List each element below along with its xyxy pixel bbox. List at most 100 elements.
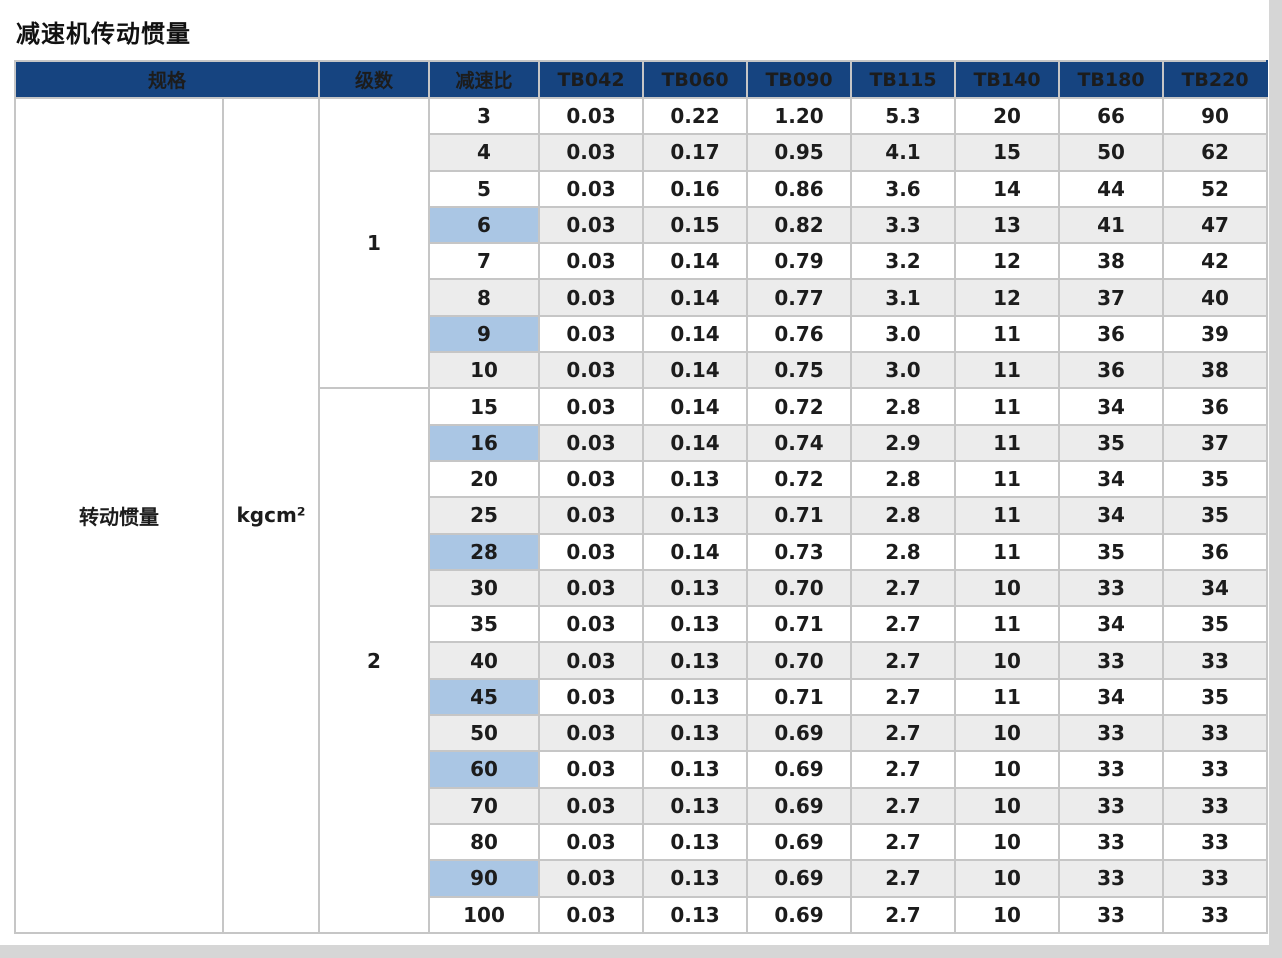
ratio-cell: 90 [428,859,541,898]
value-cell: 0.03 [538,205,645,245]
value-cell: 34 [1058,387,1165,426]
ratio-cell: 30 [428,568,541,608]
value-cell: 0.03 [538,859,645,898]
value-cell: 40 [1162,278,1269,317]
value-cell: 36 [1162,387,1269,426]
value-cell: 33 [1058,750,1165,789]
table-row: 20 0.03 0.13 0.72 2.8 11 34 35 [15,459,1269,499]
value-cell: 0.77 [746,278,853,317]
value-cell: 0.03 [538,169,645,208]
value-cell: 0.74 [746,423,853,462]
value-cell: 4.1 [850,133,957,172]
value-cell: 2.7 [850,641,957,680]
value-cell: 35 [1058,532,1165,571]
table-row: 转动惯量 kgcm² 1 3 0.03 0.22 1.20 5.3 20 66 90 [14,96,1269,934]
value-cell: 0.13 [642,750,749,789]
value-cell: 0.71 [746,605,853,644]
table-row: 7 0.03 0.14 0.79 3.2 12 38 42 [15,242,1269,281]
value-cell: 0.03 [538,605,645,644]
value-cell: 2.8 [850,496,957,535]
value-cell: 0.16 [642,169,749,208]
ratio-cell: 40 [428,641,541,680]
value-cell: 41 [1058,205,1165,245]
value-cell: 0.03 [538,786,645,825]
value-cell: 20 [954,96,1061,136]
value-cell: 33 [1058,786,1165,825]
value-cell: 0.14 [642,242,749,281]
value-cell: 0.13 [642,605,749,644]
value-cell: 66 [1058,96,1165,136]
header-cell-model: TB140 [954,60,1061,99]
value-cell: 10 [954,750,1061,789]
header-cell-ratio: 减速比 [428,60,541,99]
value-cell: 3.6 [850,169,957,208]
value-cell: 34 [1058,496,1165,535]
value-cell: 0.03 [538,242,645,281]
table-row: 2 15 0.03 0.14 0.72 2.8 11 34 36 [15,387,1269,934]
header-cell-stages: 级数 [318,60,431,99]
value-cell: 0.03 [538,133,645,172]
table-row: 50 0.03 0.13 0.69 2.7 10 33 33 [15,714,1269,753]
value-cell: 0.03 [538,423,645,462]
value-cell: 39 [1162,314,1269,354]
value-cell: 0.03 [538,568,645,608]
value-cell: 0.69 [746,786,853,825]
value-cell: 10 [954,786,1061,825]
value-cell: 2.7 [850,714,957,753]
value-cell: 2.7 [850,750,957,789]
table-row: 4 0.03 0.17 0.95 4.1 15 50 62 [15,133,1269,172]
value-cell: 0.13 [642,496,749,535]
value-cell: 12 [954,242,1061,281]
header-cell-model: TB042 [538,60,645,99]
value-cell: 35 [1162,459,1269,499]
value-cell: 0.22 [642,96,749,136]
value-cell: 37 [1162,423,1269,462]
inertia-table: 规格 级数 减速比 TB042 TB060 TB090 TB115 TB140 … [13,60,1269,934]
value-cell: 10 [954,895,1061,934]
value-cell: 0.03 [538,459,645,499]
value-cell: 0.69 [746,750,853,789]
value-cell: 38 [1162,351,1269,390]
unit-cell: kgcm² [221,97,321,934]
header-row: 规格 级数 减速比 TB042 TB060 TB090 TB115 TB140 … [13,60,1269,99]
value-cell: 34 [1162,568,1269,608]
value-cell: 50 [1058,133,1165,172]
value-cell: 0.14 [642,423,749,462]
value-cell: 0.15 [642,205,749,245]
value-cell: 0.03 [538,750,645,789]
value-cell: 38 [1058,242,1165,281]
table-row: 8 0.03 0.14 0.77 3.1 12 37 40 [15,278,1269,317]
value-cell: 11 [954,605,1061,644]
ratio-cell: 8 [428,278,541,317]
value-cell: 0.03 [538,641,645,680]
header-cell-model: TB220 [1162,60,1269,99]
value-cell: 0.13 [642,822,749,862]
value-cell: 0.03 [538,351,645,390]
ratio-cell: 4 [428,133,541,172]
value-cell: 35 [1162,496,1269,535]
ratio-cell: 20 [428,459,541,499]
table-row: 40 0.03 0.13 0.70 2.7 10 33 33 [15,641,1269,680]
value-cell: 34 [1058,605,1165,644]
value-cell: 33 [1162,822,1269,862]
value-cell: 0.71 [746,496,853,535]
value-cell: 1.20 [746,96,853,136]
ratio-cell: 35 [428,605,541,644]
ratio-cell: 6 [428,205,541,245]
value-cell: 11 [954,351,1061,390]
value-cell: 0.03 [538,314,645,354]
value-cell: 0.82 [746,205,853,245]
value-cell: 36 [1162,532,1269,571]
value-cell: 0.13 [642,714,749,753]
table-row: 70 0.03 0.13 0.69 2.7 10 33 33 [15,786,1269,825]
value-cell: 0.69 [746,895,853,934]
value-cell: 0.13 [642,859,749,898]
value-cell: 10 [954,568,1061,608]
ratio-cell: 10 [428,351,541,390]
header-cell-spec: 规格 [13,60,321,99]
value-cell: 0.17 [642,133,749,172]
table-row: 5 0.03 0.16 0.86 3.6 14 44 52 [15,169,1269,208]
ratio-cell: 100 [428,895,541,934]
ratio-cell: 16 [428,423,541,462]
value-cell: 2.8 [850,387,957,426]
